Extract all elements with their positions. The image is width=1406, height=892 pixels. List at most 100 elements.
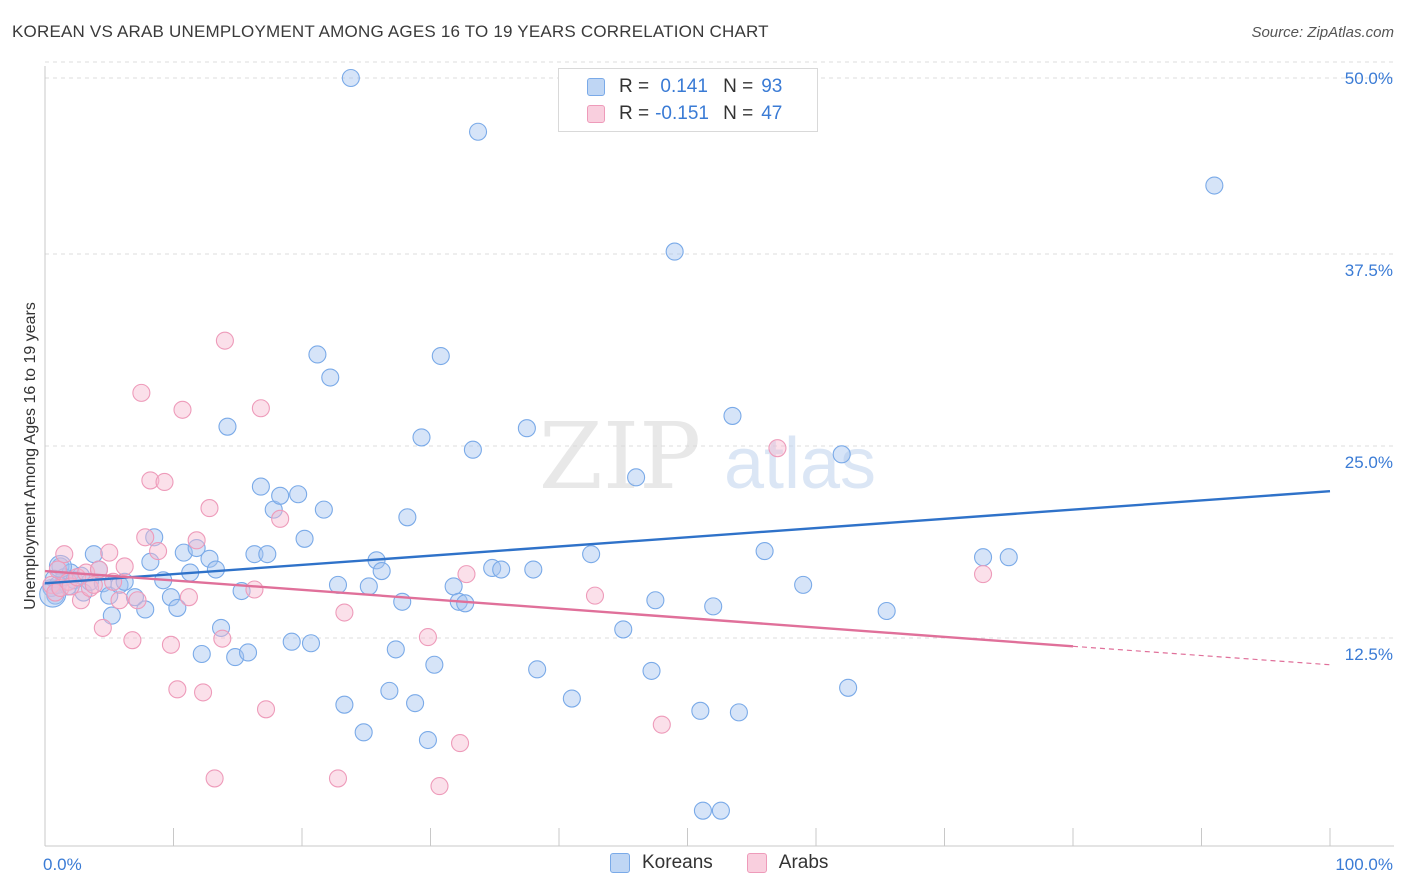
data-point xyxy=(205,769,224,788)
data-point xyxy=(398,508,417,527)
data-point xyxy=(187,531,206,550)
data-point xyxy=(314,500,333,519)
legend-r-value: 0.141 xyxy=(655,76,708,97)
data-point xyxy=(194,683,213,702)
data-point xyxy=(614,620,633,639)
data-point xyxy=(430,777,449,796)
data-point xyxy=(328,769,348,788)
data-point xyxy=(468,122,488,141)
data-point xyxy=(321,368,340,387)
data-point xyxy=(179,588,198,607)
legend-row-koreans: R = 0.141 N = 93 xyxy=(587,75,782,99)
x-tick-label: 0.0% xyxy=(43,855,82,874)
data-point xyxy=(271,486,290,505)
data-point xyxy=(71,591,91,610)
data-point xyxy=(359,577,378,596)
data-point xyxy=(999,548,1018,567)
data-point xyxy=(110,591,129,610)
data-point xyxy=(693,801,712,820)
legend-item-koreans[interactable]: Koreans xyxy=(610,852,713,874)
data-point xyxy=(102,606,121,625)
y-axis-label: Unemployment Among Ages 16 to 19 years xyxy=(22,302,39,610)
data-point xyxy=(412,428,431,447)
series-legend: Koreans Arabs xyxy=(610,852,862,874)
data-point xyxy=(115,557,134,576)
data-point xyxy=(251,477,270,496)
data-point xyxy=(200,549,219,568)
data-point xyxy=(100,543,119,562)
data-point xyxy=(562,689,581,708)
data-point xyxy=(168,598,187,617)
data-point xyxy=(301,634,321,653)
legend-arabs-label: Arabs xyxy=(778,852,829,873)
data-point xyxy=(93,618,112,637)
data-point xyxy=(528,660,547,679)
data-point xyxy=(729,703,748,722)
data-point xyxy=(973,548,993,567)
data-point xyxy=(524,560,543,579)
arabs-swatch xyxy=(746,853,767,873)
data-point xyxy=(328,575,348,594)
data-point xyxy=(282,632,301,651)
y-tick-label: 12.5% xyxy=(1345,645,1393,664)
data-point xyxy=(380,681,399,700)
data-point xyxy=(238,643,258,662)
data-point xyxy=(755,542,774,561)
data-point xyxy=(431,346,450,366)
data-point xyxy=(627,468,646,487)
data-point xyxy=(418,730,437,750)
data-point xyxy=(161,588,180,607)
data-point xyxy=(483,558,502,578)
axes xyxy=(44,66,1394,847)
data-point xyxy=(84,545,103,564)
data-point xyxy=(136,600,155,619)
source-label: Source: ZipAtlas.com xyxy=(1251,24,1394,41)
data-point xyxy=(289,485,308,504)
data-point xyxy=(123,631,142,650)
data-point xyxy=(149,542,168,561)
axis-labels: 12.5% 25.0% 37.5% 50.0% 0.0% 100.0% Unemployme… xyxy=(22,69,1393,874)
data-point xyxy=(652,715,671,734)
data-point xyxy=(132,383,151,402)
trend-line-arabs xyxy=(44,569,1074,648)
legend-n-label: N = xyxy=(723,103,754,124)
chart-title: KOREAN VS ARAB UNEMPLOYMENT AMONG AGES 1… xyxy=(12,22,769,41)
data-point xyxy=(463,440,482,459)
arabs-swatch xyxy=(587,105,605,123)
data-point xyxy=(215,331,234,350)
data-point xyxy=(354,723,373,742)
data-point xyxy=(973,565,993,584)
data-point xyxy=(141,471,160,490)
data-point xyxy=(128,591,147,610)
data-point xyxy=(451,734,470,753)
y-tick-label: 25.0% xyxy=(1345,453,1393,472)
data-point xyxy=(161,635,180,654)
data-point xyxy=(406,694,425,713)
legend-n-value: 93 xyxy=(761,76,783,97)
legend-item-arabs[interactable]: Arabs xyxy=(746,852,829,874)
legend-r-label: R = xyxy=(619,103,650,124)
data-point xyxy=(832,445,851,464)
data-point xyxy=(492,560,511,579)
data-point xyxy=(251,399,270,418)
data-point xyxy=(341,68,360,88)
x-tick-label: 100.0% xyxy=(1335,855,1393,874)
data-point xyxy=(125,588,144,607)
y-tick-label: 50.0% xyxy=(1345,69,1393,88)
koreans-swatch xyxy=(610,853,630,873)
trend-line-koreans xyxy=(44,489,1331,585)
data-point xyxy=(723,406,742,425)
data-point xyxy=(372,562,391,581)
legend-n-value: 47 xyxy=(761,103,783,124)
data-point xyxy=(335,695,354,714)
data-point xyxy=(245,580,264,599)
data-point xyxy=(425,655,444,674)
trend-line-arabs-extension xyxy=(1072,645,1331,666)
data-point xyxy=(517,419,536,438)
koreans-swatch xyxy=(587,78,605,96)
data-point xyxy=(155,472,174,492)
data-point xyxy=(258,545,277,564)
data-point xyxy=(768,439,787,458)
correlation-legend: R = 0.141 N = 93 R = -0.151 N = 47 xyxy=(558,68,818,132)
